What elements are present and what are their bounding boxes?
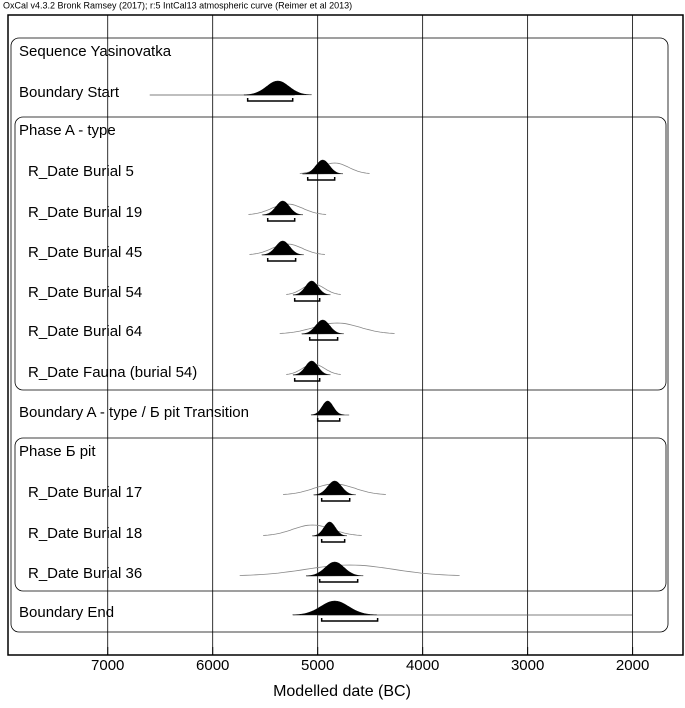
row-label: R_Date Burial 5 [28, 163, 134, 180]
row-label: Sequence Yasinovatka [19, 43, 172, 60]
range-bracket [246, 98, 294, 102]
sequence-box [10, 37, 669, 633]
range-bracket [266, 218, 296, 222]
posterior [292, 600, 377, 616]
range-bracket [293, 298, 321, 302]
row-label: R_Date Burial 36 [28, 565, 142, 582]
posterior [313, 480, 356, 496]
x-tick-label: 2000 [616, 657, 649, 674]
posterior [261, 240, 304, 256]
phase-box [14, 116, 667, 391]
row-label: R_Date Burial 19 [28, 204, 142, 221]
x-tick-label: 6000 [196, 657, 229, 674]
row-label: R_Date Burial 18 [28, 525, 142, 542]
row-label: Boundary End [19, 604, 114, 621]
row-label: R_Date Burial 17 [28, 484, 142, 501]
range-bracket [318, 579, 359, 583]
row-label: Boundary A - type / Б pit Transition [19, 404, 249, 421]
x-tick-label: 4000 [406, 657, 439, 674]
header: OxCal v4.3.2 Bronk Ramsey (2017); r:5 In… [3, 0, 352, 10]
row-label: Phase A - type [19, 122, 116, 139]
phase-box [14, 437, 667, 592]
row-label: R_Date Fauna (burial 54) [28, 364, 197, 381]
posterior [312, 521, 347, 537]
posterior [262, 200, 304, 216]
range-bracket [306, 177, 336, 181]
posterior [243, 80, 312, 96]
plot-frame [7, 14, 684, 656]
row-label: R_Date Burial 54 [28, 284, 142, 301]
row-label: Boundary Start [19, 84, 120, 101]
x-tick-label: 7000 [91, 657, 124, 674]
posterior [301, 319, 344, 335]
posterior [310, 400, 345, 416]
range-bracket [316, 418, 341, 422]
x-tick-label: 5000 [301, 657, 334, 674]
x-axis-title: Modelled date (BC) [273, 683, 411, 700]
range-bracket [266, 258, 297, 262]
row-label: Phase Б pit [19, 443, 96, 460]
likelihood [263, 524, 362, 536]
range-bracket [320, 618, 379, 622]
posterior [292, 360, 331, 376]
range-bracket [320, 539, 346, 543]
row-label: R_Date Burial 64 [28, 323, 142, 340]
row-label: R_Date Burial 45 [28, 244, 142, 261]
range-bracket [320, 498, 351, 502]
x-tick-label: 3000 [511, 657, 544, 674]
range-bracket [308, 337, 339, 341]
likelihood [279, 322, 395, 334]
range-bracket [293, 378, 321, 382]
posterior [305, 561, 364, 577]
likelihood [239, 564, 460, 576]
posterior [292, 280, 331, 296]
posterior [302, 159, 344, 175]
